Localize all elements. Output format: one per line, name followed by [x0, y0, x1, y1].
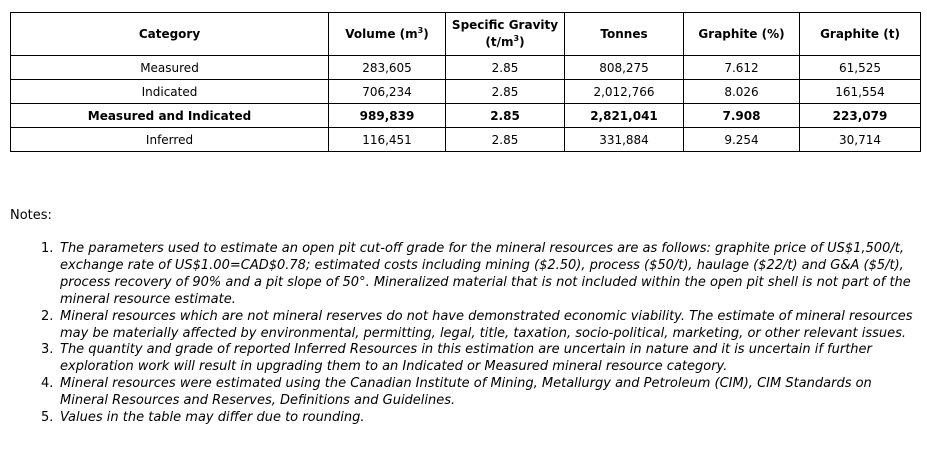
cell-graphite-t: 161,554 [799, 79, 921, 104]
header-category: Category [10, 12, 329, 56]
cell-graphite-pct: 7.908 [683, 103, 800, 128]
cell-volume: 989,839 [328, 103, 446, 128]
table-row-measured: Measured 283,605 2.85 808,275 7.612 61,5… [10, 55, 921, 80]
cell-graphite-t: 61,525 [799, 55, 921, 80]
cell-tonnes: 331,884 [564, 127, 684, 152]
header-tonnes: Tonnes [564, 12, 684, 56]
cell-specific-gravity: 2.85 [445, 79, 565, 104]
note-text: Mineral resources were estimated using t… [60, 376, 872, 409]
notes-label: Notes: [10, 208, 52, 223]
note-number: 4. [41, 376, 54, 392]
note-item: 3. The quantity and grade of reported Inf… [41, 342, 922, 376]
cell-specific-gravity: 2.85 [445, 55, 565, 80]
note-number: 5. [41, 410, 54, 426]
note-number: 1. [41, 241, 54, 256]
cell-tonnes: 808,275 [564, 55, 684, 80]
note-text: The quantity and grade of reported Infer… [60, 342, 872, 375]
header-volume: Volume (m3) [328, 12, 446, 56]
note-text: Mineral resources which are not mineral … [60, 308, 913, 341]
header-graphite-t: Graphite (t) [799, 12, 921, 56]
cell-category: Measured and Indicated [10, 103, 329, 128]
cell-graphite-t: 223,079 [799, 103, 921, 128]
cell-volume: 283,605 [328, 55, 446, 80]
note-text: Values in the table may differ due to ro… [60, 410, 365, 426]
cell-tonnes: 2,821,041 [564, 103, 684, 128]
cell-category: Inferred [10, 127, 329, 152]
note-item: 1. The parameters used to estimate an ope… [41, 241, 922, 309]
note-text: The parameters used to estimate an open … [60, 241, 911, 307]
note-number: 2. [41, 308, 54, 324]
header-graphite-pct: Graphite (%) [683, 12, 800, 56]
cell-volume: 116,451 [328, 127, 446, 152]
cell-specific-gravity: 2.85 [445, 127, 565, 152]
cell-tonnes: 2,012,766 [564, 79, 684, 104]
cell-specific-gravity: 2.85 [445, 103, 565, 128]
note-item: 5. Values in the table may differ due to … [41, 410, 922, 427]
notes-list: 1. The parameters used to estimate an ope… [41, 241, 922, 427]
note-item: 4. Mineral resources were estimated using… [41, 376, 922, 410]
note-item: 2. Mineral resources which are not minera… [41, 308, 922, 343]
mineral-resource-table: Category Volume (m3) Specific Gravity (t/… [10, 12, 921, 152]
header-specific-gravity: Specific Gravity (t/m3) [445, 12, 565, 56]
cell-category: Measured [10, 55, 329, 80]
cell-volume: 706,234 [328, 79, 446, 104]
cell-graphite-t: 30,714 [799, 127, 921, 152]
table-row-inferred: Inferred 116,451 2.85 331,884 9.254 30,7… [10, 127, 921, 152]
table-header-row: Category Volume (m3) Specific Gravity (t/… [10, 12, 921, 56]
cell-category: Indicated [10, 79, 329, 104]
cell-graphite-pct: 8.026 [683, 79, 800, 104]
cell-graphite-pct: 9.254 [683, 127, 800, 152]
table-row-indicated: Indicated 706,234 2.85 2,012,766 8.026 1… [10, 79, 921, 104]
cell-graphite-pct: 7.612 [683, 55, 800, 80]
note-number: 3. [41, 342, 54, 358]
table-row-measured-and-indicated: Measured and Indicated 989,839 2.85 2,82… [10, 103, 921, 128]
